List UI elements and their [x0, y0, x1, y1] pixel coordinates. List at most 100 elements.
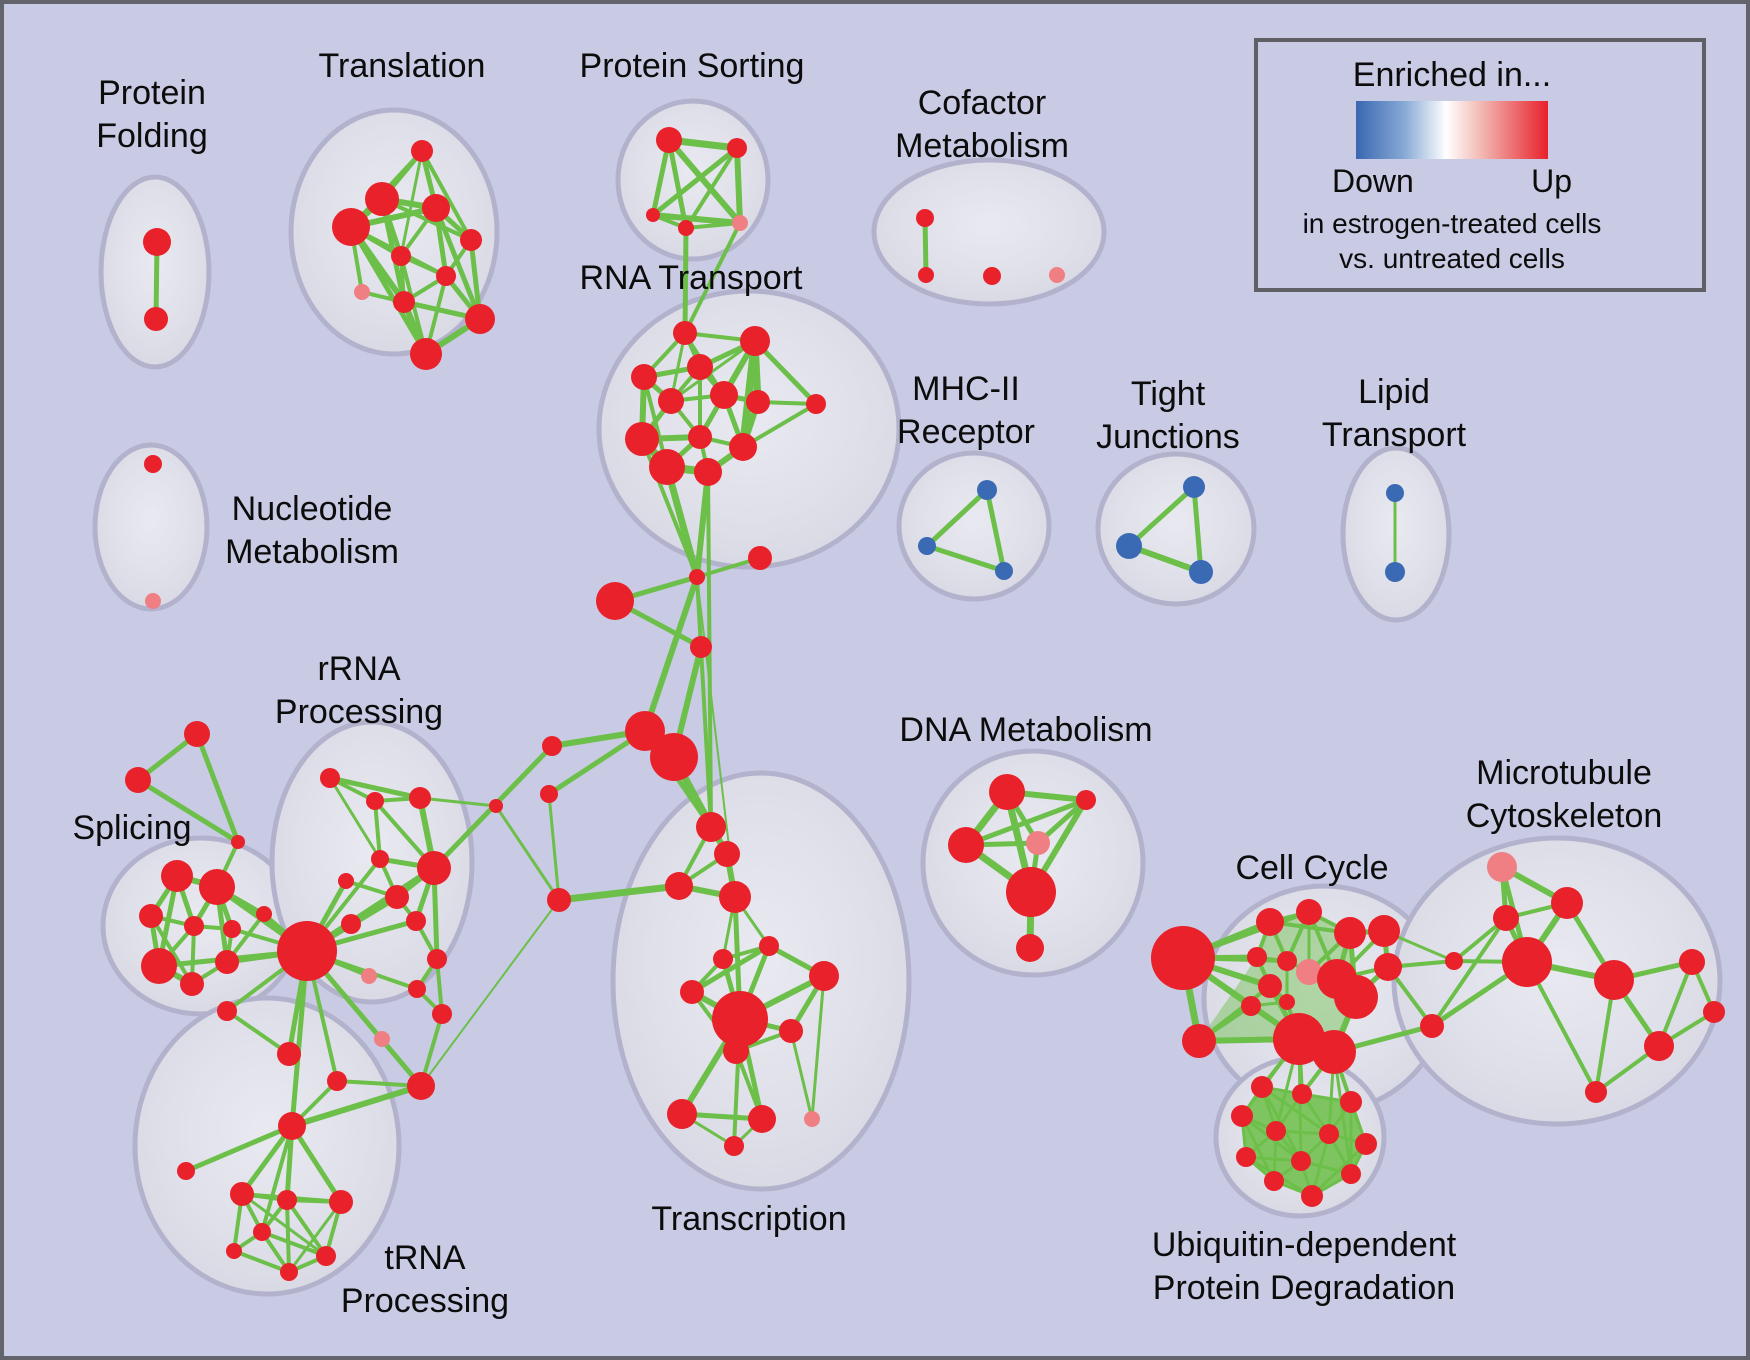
cluster-ellipse-mhc-ii-receptor: [896, 450, 1052, 602]
network-edge: [650, 212, 743, 226]
network-node-u9: [1291, 1151, 1311, 1171]
network-node-u3: [1340, 1091, 1362, 1113]
network-node-rr16: [327, 1071, 347, 1091]
network-node-sp9: [215, 950, 239, 974]
network-node-s4: [678, 220, 694, 236]
network-edge: [1126, 484, 1197, 549]
network-node-u10: [1341, 1164, 1361, 1184]
network-node-mh2: [918, 537, 936, 555]
network-node-m5: [1594, 960, 1634, 1000]
network-edge: [232, 1249, 291, 1274]
network-node-u11: [1264, 1171, 1284, 1191]
network-node-rr14: [374, 1031, 390, 1047]
network-node-co1: [916, 209, 934, 227]
network-node-cc7: [1296, 959, 1322, 985]
network-node-rr7: [385, 885, 409, 909]
legend-content: Enriched in... Down Up in estrogen-treat…: [1266, 42, 1638, 276]
network-node-tl4: [332, 208, 370, 246]
network-node-r8: [625, 422, 659, 456]
network-edge: [689, 943, 772, 995]
network-node-rr8: [341, 914, 361, 934]
network-node-c2: [748, 546, 772, 570]
network-node-co3: [983, 267, 1001, 285]
network-node-tr4: [253, 1223, 271, 1241]
network-edge: [494, 804, 561, 902]
network-edge: [547, 792, 561, 902]
cluster-label-trna-processing: Processing: [341, 1282, 509, 1320]
network-edge: [963, 797, 1089, 848]
network-node-trh: [278, 1112, 306, 1140]
network-node-cc3: [1296, 899, 1322, 925]
layer-labels: Protein Folding Translation Protein Sorting…: [72, 47, 1662, 1320]
network-edge: [285, 1198, 328, 1258]
network-edge: [420, 149, 473, 242]
network-node-x11: [723, 1038, 749, 1064]
cluster-label-nucleotide-metabolism: Metabolism: [225, 533, 399, 571]
network-edge: [734, 145, 743, 226]
network-edge: [924, 543, 1007, 574]
network-node-cc16: [1374, 953, 1402, 981]
network-edge: [418, 796, 498, 808]
network-node-r5: [658, 388, 684, 414]
network-edge: [789, 1029, 814, 1121]
network-node-cc0: [1151, 926, 1215, 990]
network-node-tr_iso: [177, 1162, 195, 1180]
network-node-tr5: [316, 1246, 336, 1266]
network-node-n2: [145, 593, 161, 609]
network-node-u1: [1251, 1076, 1273, 1098]
network-edge: [683, 221, 742, 335]
network-node-rr12: [427, 949, 447, 969]
network-edge: [669, 339, 757, 403]
legend-down-label: Down: [1332, 163, 1414, 199]
network-node-r12: [694, 458, 722, 486]
network-node-c6: [540, 785, 558, 803]
network-node-rr3: [409, 787, 431, 809]
network-node-tr7: [226, 1243, 242, 1259]
cluster-label-ubiquitin-degradation: Protein Degradation: [1153, 1269, 1455, 1307]
network-node-x15: [724, 1136, 744, 1156]
legend-subtitle-line1: in estrogen-treated cells: [1302, 208, 1602, 239]
network-node-r11: [649, 449, 685, 485]
cluster-label-cell-cycle: Cell Cycle: [1235, 849, 1388, 887]
network-node-tri_c: [231, 835, 245, 849]
network-edge: [922, 215, 929, 278]
network-node-m6: [1679, 949, 1705, 975]
network-node-sp8: [180, 972, 204, 996]
network-node-tr2: [277, 1190, 297, 1210]
network-edge: [663, 463, 701, 581]
cluster-label-tight-junctions: Junctions: [1096, 418, 1240, 456]
network-node-cc15: [1368, 915, 1400, 947]
network-edge: [289, 1123, 344, 1205]
network-node-x9: [712, 991, 768, 1047]
cluster-label-lipid-transport: Lipid: [1358, 373, 1430, 411]
cluster-label-rrna-processing: Processing: [275, 693, 443, 731]
network-node-d3: [948, 827, 984, 863]
network-node-u8: [1236, 1147, 1256, 1167]
network-edge: [682, 225, 689, 336]
network-edge: [373, 799, 382, 861]
network-node-sp7: [141, 948, 177, 984]
cluster-label-tight-junctions: Tight: [1131, 375, 1206, 413]
layer-nodes: [125, 127, 1725, 1281]
cluster-label-cofactor-metabolism: Cofactor: [918, 84, 1047, 122]
network-node-rr1: [320, 768, 340, 788]
network-edge: [739, 337, 759, 451]
network-node-tl1: [411, 140, 433, 162]
network-node-r2: [740, 326, 770, 356]
network-node-tl7: [436, 266, 456, 286]
network-node-l1: [1386, 484, 1404, 502]
network-node-cc10: [1241, 996, 1261, 1016]
network-node-u6: [1319, 1124, 1339, 1144]
network-node-pf2: [144, 307, 168, 331]
network-node-x14: [804, 1111, 820, 1127]
network-node-sp1: [161, 860, 193, 892]
network-node-d2: [1076, 790, 1096, 810]
network-node-m8: [1644, 1031, 1674, 1061]
network-node-s3: [646, 208, 660, 222]
network-edge: [1430, 916, 1508, 1028]
network-node-x0: [547, 888, 571, 912]
network-edge: [695, 575, 713, 829]
network-node-rr18: [217, 1001, 237, 1021]
network-node-rr10: [361, 968, 377, 984]
network-node-r4: [687, 354, 713, 380]
